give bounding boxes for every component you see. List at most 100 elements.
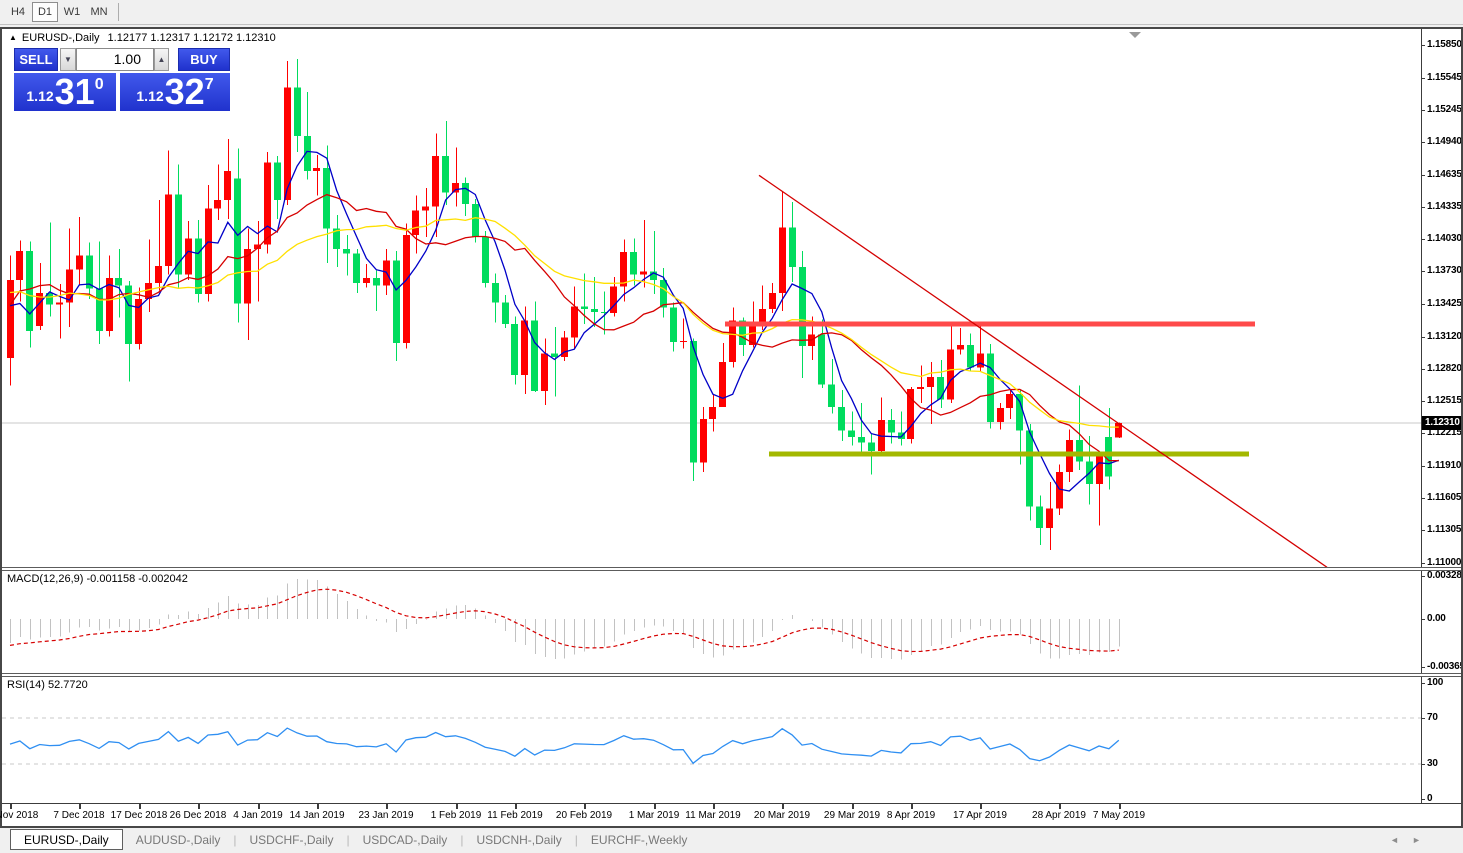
rsi-label: RSI(14) 52.7720 [7,679,88,691]
date-axis-tick [456,804,458,809]
price-axis-tick [1422,433,1425,434]
rsi-axis[interactable]: 100 70 30 0 [1422,677,1461,803]
macd-axis-tick [1422,619,1425,620]
price-axis-label: 1.12515 [1427,395,1461,406]
date-axis-label: 8 Apr 2019 [886,810,936,821]
chart-tab-audusd[interactable]: AUDUSD-,Daily [135,833,221,847]
buy-price-pip: 7 [204,76,214,93]
tab-separator: | [346,833,350,847]
date-axis-label: 26 Dec 2018 [169,810,227,821]
chart-symbol-period: EURUSD-,Daily [21,32,100,44]
date-axis-tick [79,804,81,809]
chart-window: 1.15850 1.15545 1.15245 1.14940 1.14635 1.143… [0,27,1463,828]
rsi-axis-tick [1422,718,1425,719]
price-axis-label: 1.14940 [1427,136,1461,147]
price-axis-label: 1.11910 [1427,460,1461,471]
tab-scroll-left-icon[interactable]: ◄ [1390,835,1399,845]
price-axis-tick [1422,239,1425,240]
date-axis-tick [10,804,12,809]
price-axis-label: 1.15850 [1427,39,1461,50]
buy-price-display[interactable]: 1.12327 [120,73,230,111]
macd-label: MACD(12,26,9) -0.001158 -0.002042 [7,573,188,585]
macd-values: -0.001158 -0.002042 [86,573,188,585]
price-axis-tick [1422,498,1425,499]
timeframe-button-mn[interactable]: MN [90,6,108,18]
sell-price-pip: 0 [94,76,104,93]
macd-axis-label: -0.003659 [1427,661,1461,672]
price-axis[interactable]: 1.15850 1.15545 1.15245 1.14940 1.14635 1.143… [1422,29,1461,567]
macd-plot[interactable] [2,571,1422,673]
volume-decrease-button[interactable]: ▼ [60,48,76,71]
price-axis-label: 1.13425 [1427,298,1461,309]
volume-increase-button[interactable]: ▲ [154,48,169,71]
price-axis-label: 1.14635 [1427,169,1461,180]
pane-splitter[interactable] [2,567,1461,571]
price-axis-tick [1422,369,1425,370]
date-axis-label: 11 Mar 2019 [685,810,741,821]
macd-axis-tick [1422,667,1425,668]
moving-average-ma-slow [9,217,1119,428]
macd-axis[interactable]: 0.003287 0.00 -0.003659 [1422,571,1461,673]
collapse-panel-icon[interactable]: ▲ [9,33,17,42]
tab-separator: | [574,833,578,847]
chart-ohlc-values: 1.12177 1.12317 1.12172 1.12310 [107,32,276,44]
toolbar-separator [118,3,119,21]
date-axis-label: 7 May 2019 [1092,810,1146,821]
timeframe-button-h4[interactable]: H4 [10,6,26,18]
price-axis-label: 1.13120 [1427,331,1461,342]
date-axis-label: 1 Mar 2019 [628,810,680,821]
pane-splitter[interactable] [2,673,1461,677]
chart-tab-usdchf[interactable]: USDCHF-,Daily [249,833,334,847]
current-price-badge: 1.12310 [1422,416,1461,430]
price-axis-label: 1.15245 [1427,104,1461,115]
price-axis-tick [1422,401,1425,402]
chart-tab-usdcad[interactable]: USDCAD-,Daily [362,833,448,847]
descending-trendline[interactable] [758,174,1328,567]
rsi-axis-tick [1422,799,1425,800]
date-axis-tick [980,804,982,809]
rsi-axis-label: 100 [1427,677,1444,688]
chart-shift-marker-icon[interactable] [1129,32,1141,38]
price-axis-label: 1.11605 [1427,492,1461,503]
price-axis-label: 1.12215 [1427,427,1461,438]
date-axis-label: 28 Apr 2019 [1032,810,1086,821]
buy-button[interactable]: BUY [178,48,230,71]
timeframe-button-d1[interactable]: D1 [32,2,58,22]
date-axis-tick [386,804,388,809]
price-axis-tick [1422,530,1425,531]
date-axis-label: 7 Dec 2018 [53,810,105,821]
rsi-plot[interactable] [2,677,1422,803]
price-axis-label: 1.12820 [1427,363,1461,374]
rsi-axis-label: 70 [1427,712,1438,723]
rsi-axis-label: 0 [1427,793,1433,803]
date-axis-tick [713,804,715,809]
date-axis-label: 1 Feb 2019 [430,810,482,821]
spin-down-icon: ▼ [64,55,72,64]
rsi-axis-tick [1422,683,1425,684]
date-axis-tick [515,804,517,809]
rsi-line [9,727,1120,765]
volume-input[interactable]: 1.00 [76,48,154,71]
tab-scroll-right-icon[interactable]: ► [1412,835,1421,845]
main-chart-plot[interactable] [2,29,1422,567]
date-axis-label: 11 Feb 2019 [487,810,543,821]
rsi-indicator-pane: 100 70 30 0 RSI(14) 52.7720 [2,677,1461,803]
chart-tab-eurchf[interactable]: EURCHF-,Weekly [590,833,688,847]
chart-tab-eurusd[interactable]: EURUSD-,Daily [10,829,123,850]
price-axis-label: 1.11305 [1427,524,1461,535]
macd-axis-tick [1422,576,1425,577]
date-axis-tick [317,804,319,809]
timeframe-button-w1[interactable]: W1 [63,6,81,18]
sell-button[interactable]: SELL [14,48,58,71]
date-axis-tick [258,804,260,809]
macd-histogram [10,579,1120,660]
chart-tab-usdcnh[interactable]: USDCNH-,Daily [476,833,562,847]
sell-price-display[interactable]: 1.12310 [14,73,116,111]
date-axis-tick [911,804,913,809]
price-axis-tick [1422,207,1425,208]
tab-separator: | [233,833,237,847]
rsi-axis-label: 30 [1427,758,1438,769]
price-axis-label: 1.14030 [1427,233,1461,244]
price-axis-label: 1.14335 [1427,201,1461,212]
